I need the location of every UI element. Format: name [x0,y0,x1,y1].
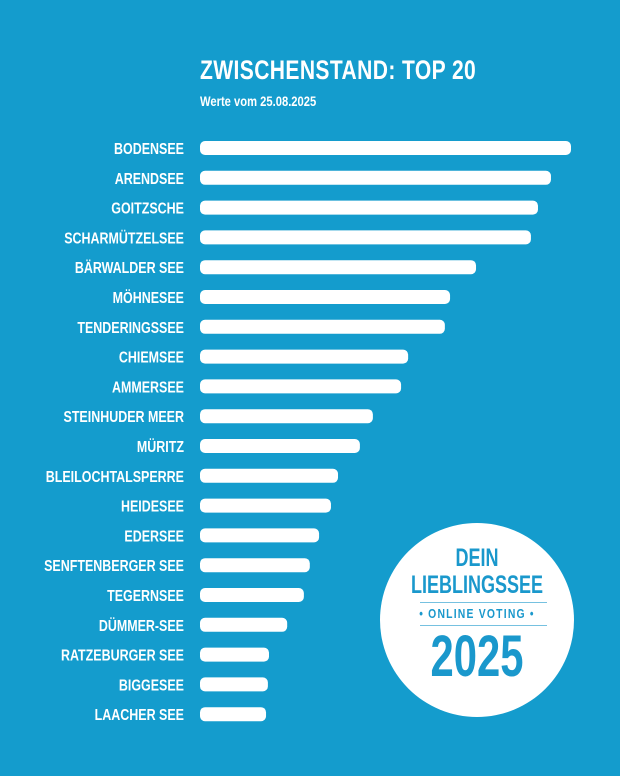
bar [200,468,339,483]
bar [200,439,360,453]
category-label: CHIEMSEE [119,349,184,367]
category-label: EDERSEE [124,528,184,546]
chart-title: ZWISCHENSTAND: TOP 20 [200,55,477,85]
category-label: RATZEBURGER SEE [61,647,184,665]
category-label: LAACHER SEE [95,707,184,725]
bar [200,409,373,424]
category-label: GOITZSCHE [111,200,184,218]
bar [200,647,270,662]
bar [200,141,571,155]
category-label: SENFTENBERGER SEE [44,558,184,576]
bar [200,290,451,304]
bar [200,528,320,543]
category-label: SCHARMÜTZELSEE [64,229,184,248]
category-label: BODENSEE [114,141,184,159]
category-label: HEIDESEE [121,498,184,516]
category-label: BIGGESEE [119,677,184,695]
badge-line2: LIEBLINGSSEE [410,571,544,599]
category-label: STEINHUDER MEER [64,409,185,427]
bar [200,617,288,632]
divider [420,625,547,626]
category-label: TEGERNSEE [107,588,184,606]
chart-subtitle: Werte vom 25.08.2025 [200,93,317,109]
category-label: TENDERINGSSEE [77,319,184,337]
bar [200,230,531,245]
badge-subtitle: • ONLINE VOTING • [419,606,535,621]
category-label: BLEILOCHTALSPERRE [46,468,184,486]
category-label: AMMERSEE [112,379,184,397]
category-label: DÜMMER-SEE [99,616,184,635]
bar [200,588,304,602]
bar [200,707,267,722]
badge-line1: DEIN [455,544,499,572]
badge-year: 2025 [430,624,524,689]
bar [200,170,551,185]
bar [200,319,445,334]
badge-title: DEIN LIEBLINGSSEE [407,545,547,599]
category-label: ARENDSEE [115,170,184,188]
voting-badge: DEIN LIEBLINGSSEE • ONLINE VOTING • 2025 [380,523,574,717]
bar [200,379,402,394]
bar [200,498,331,513]
bar [200,349,409,364]
bar [200,200,538,215]
category-label: MÜRITZ [137,438,184,457]
category-label: MÖHNESEE [113,289,184,308]
divider [420,602,547,603]
category-label: BÄRWALDER SEE [75,259,184,278]
bar [200,677,268,692]
bar [200,260,477,275]
bar [200,558,310,573]
